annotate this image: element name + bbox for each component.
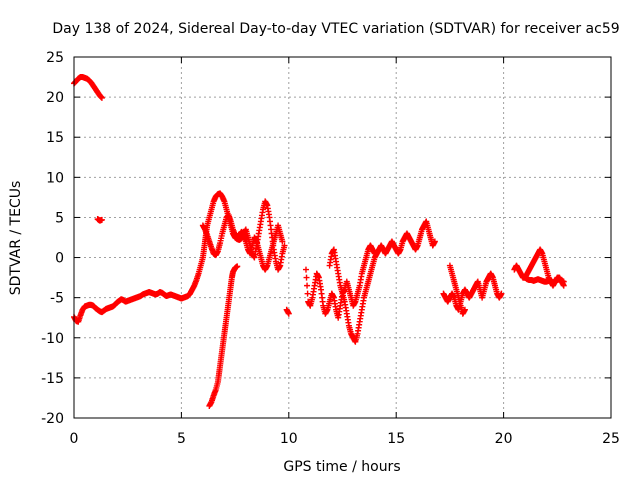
y-tick-label: 15	[46, 130, 64, 146]
axis-ticks	[73, 56, 612, 419]
y-tick-label: -20	[41, 411, 64, 427]
x-tick-label: 25	[602, 431, 620, 447]
x-tick-label: 10	[280, 431, 298, 447]
data-point	[461, 306, 468, 313]
grid	[74, 57, 611, 418]
y-tick-label: -15	[41, 371, 64, 387]
data-point	[285, 310, 292, 317]
data-point	[560, 278, 567, 285]
x-tick-label: 15	[387, 431, 405, 447]
data-point	[98, 216, 105, 223]
x-tick-label: 20	[495, 431, 513, 447]
data-point	[304, 290, 311, 297]
plot-frame	[73, 56, 612, 419]
y-tick-label: 20	[46, 90, 64, 106]
chart-title: Day 138 of 2024, Sidereal Day-to-day VTE…	[52, 21, 619, 37]
x-tick-label: 0	[70, 431, 79, 447]
x-tick-labels: 0 5 10 15 20 25	[70, 431, 620, 447]
y-tick-label: -10	[41, 331, 64, 347]
data-point	[431, 238, 438, 245]
data-point	[498, 290, 505, 297]
y-tick-label: -5	[50, 291, 64, 307]
x-axis-label: GPS time / hours	[283, 459, 400, 475]
data-point	[303, 274, 310, 281]
y-tick-label: 5	[55, 210, 64, 226]
y-axis-label: SDTVAR / TECUs	[8, 181, 24, 296]
y-tick-label: 25	[46, 50, 64, 66]
y-tick-label: 0	[55, 251, 64, 267]
data-point	[281, 242, 288, 249]
data-point	[234, 263, 241, 270]
data-point	[98, 94, 105, 101]
data-point	[279, 238, 286, 245]
x-tick-label: 5	[177, 431, 186, 447]
data-point	[371, 250, 378, 257]
data-points	[71, 74, 567, 409]
data-point	[302, 266, 309, 273]
y-tick-labels: -20 -15 -10 -5 0 5 10 15 20 25	[41, 50, 64, 427]
y-tick-label: 10	[46, 170, 64, 186]
data-point	[304, 282, 311, 289]
